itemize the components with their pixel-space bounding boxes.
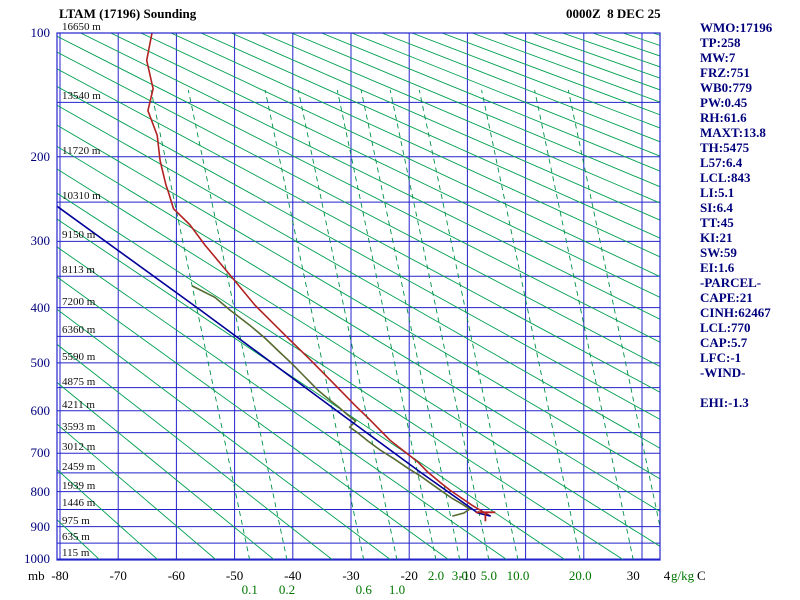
panel-line-6: RH:61.6: [700, 110, 747, 125]
pressure-label-500: 500: [30, 354, 51, 370]
pressure-label-200: 200: [30, 148, 51, 164]
pressure-label-100: 100: [30, 25, 51, 40]
panel-line-15: SW:59: [700, 245, 737, 260]
panel-line-21: CAP:5.7: [700, 335, 748, 350]
indices-panel: WMO:17196 TP:258 MW:7 FRZ:751 WB0:779 PW:0.45…: [700, 20, 772, 410]
pressure-label-300: 300: [30, 233, 51, 249]
panel-line-12: SI:6.4: [700, 200, 733, 215]
pressure-label-1000: 1000: [24, 551, 50, 566]
panel-line-10: LCL:843: [700, 170, 751, 185]
panel-line-20: LCL:770: [700, 320, 751, 335]
pressure-label-600: 600: [30, 402, 51, 418]
pressure-label-900: 900: [30, 518, 51, 534]
panel-line-2: MW:7: [700, 50, 736, 65]
panel-line-4: WB0:779: [700, 80, 752, 95]
pressure-unit-label: mb: [28, 568, 45, 583]
panel-line-17: -PARCEL-: [700, 275, 762, 290]
page-title: LTAM (17196) Sounding: [59, 6, 197, 21]
pressure-axis: 100 200 300 400 500 600 700 800 900 1000: [0, 0, 52, 600]
panel-line-16: EI:1.6: [700, 260, 735, 275]
panel-line-11: LI:5.1: [700, 185, 735, 200]
panel-line-7: MAXT:13.8: [700, 125, 766, 140]
datetime-label: 0000Z 8 DEC 25: [566, 6, 661, 21]
mixing-unit-label: g/kg: [671, 568, 695, 583]
panel-line-23: -WIND-: [700, 365, 746, 380]
panel-line-9: L57:6.4: [700, 155, 743, 170]
panel-line-13: TT:45: [700, 215, 734, 230]
panel-line-1: TP:258: [700, 35, 741, 50]
panel-line-24: [700, 380, 772, 395]
pressure-label-400: 400: [30, 299, 51, 315]
temperature-unit-label: C: [697, 568, 706, 583]
panel-line-19: CINH:62467: [700, 305, 771, 320]
panel-line-0: WMO:17196: [700, 20, 773, 35]
panel-line-5: PW:0.45: [700, 95, 748, 110]
panel-line-3: FRZ:751: [700, 65, 750, 80]
panel-line-18: CAPE:21: [700, 290, 753, 305]
panel-line-22: LFC:-1: [700, 350, 742, 365]
panel-line-8: TH:5475: [700, 140, 750, 155]
panel-line-25: EHI:-1.3: [700, 395, 749, 410]
pressure-label-700: 700: [30, 445, 51, 461]
panel-line-14: KI:21: [700, 230, 733, 245]
pressure-label-800: 800: [30, 483, 51, 499]
